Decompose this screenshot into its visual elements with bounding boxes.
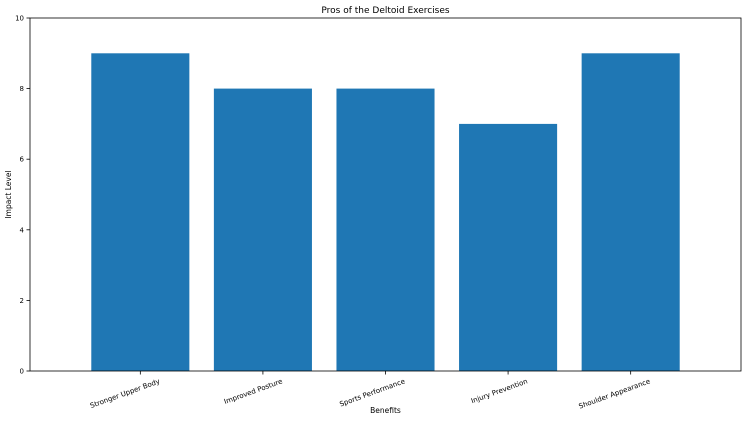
bar [581, 53, 680, 372]
x-tick-label: Stronger Upper Body [89, 377, 161, 410]
x-tick-label: Injury Prevention [470, 377, 529, 405]
y-axis-label: Impact Level [4, 170, 13, 218]
chart-title: Pros of the Deltoid Exercises [321, 6, 450, 16]
bar [336, 88, 435, 371]
x-tick-label: Sports Performance [339, 377, 407, 408]
bar [459, 123, 558, 372]
y-tick-label: 6 [20, 156, 25, 164]
plot-frame [29, 17, 742, 372]
x-tick-label: Improved Posture [223, 377, 284, 406]
y-tick-label: 2 [20, 297, 24, 305]
y-tick-label: 4 [20, 226, 25, 234]
bar [91, 53, 190, 372]
x-axis: Stronger Upper Body Improved Posture Sport… [89, 371, 651, 411]
y-tick-label: 0 [20, 368, 24, 376]
bars-group [91, 53, 680, 372]
x-tick-label: Shoulder Appearance [578, 377, 652, 410]
y-tick-label: 10 [15, 15, 24, 23]
y-axis: 0 2 4 6 8 10 [15, 15, 30, 376]
x-axis-label: Benefits [370, 406, 401, 415]
bar [213, 88, 312, 371]
y-tick-label: 8 [20, 85, 24, 93]
